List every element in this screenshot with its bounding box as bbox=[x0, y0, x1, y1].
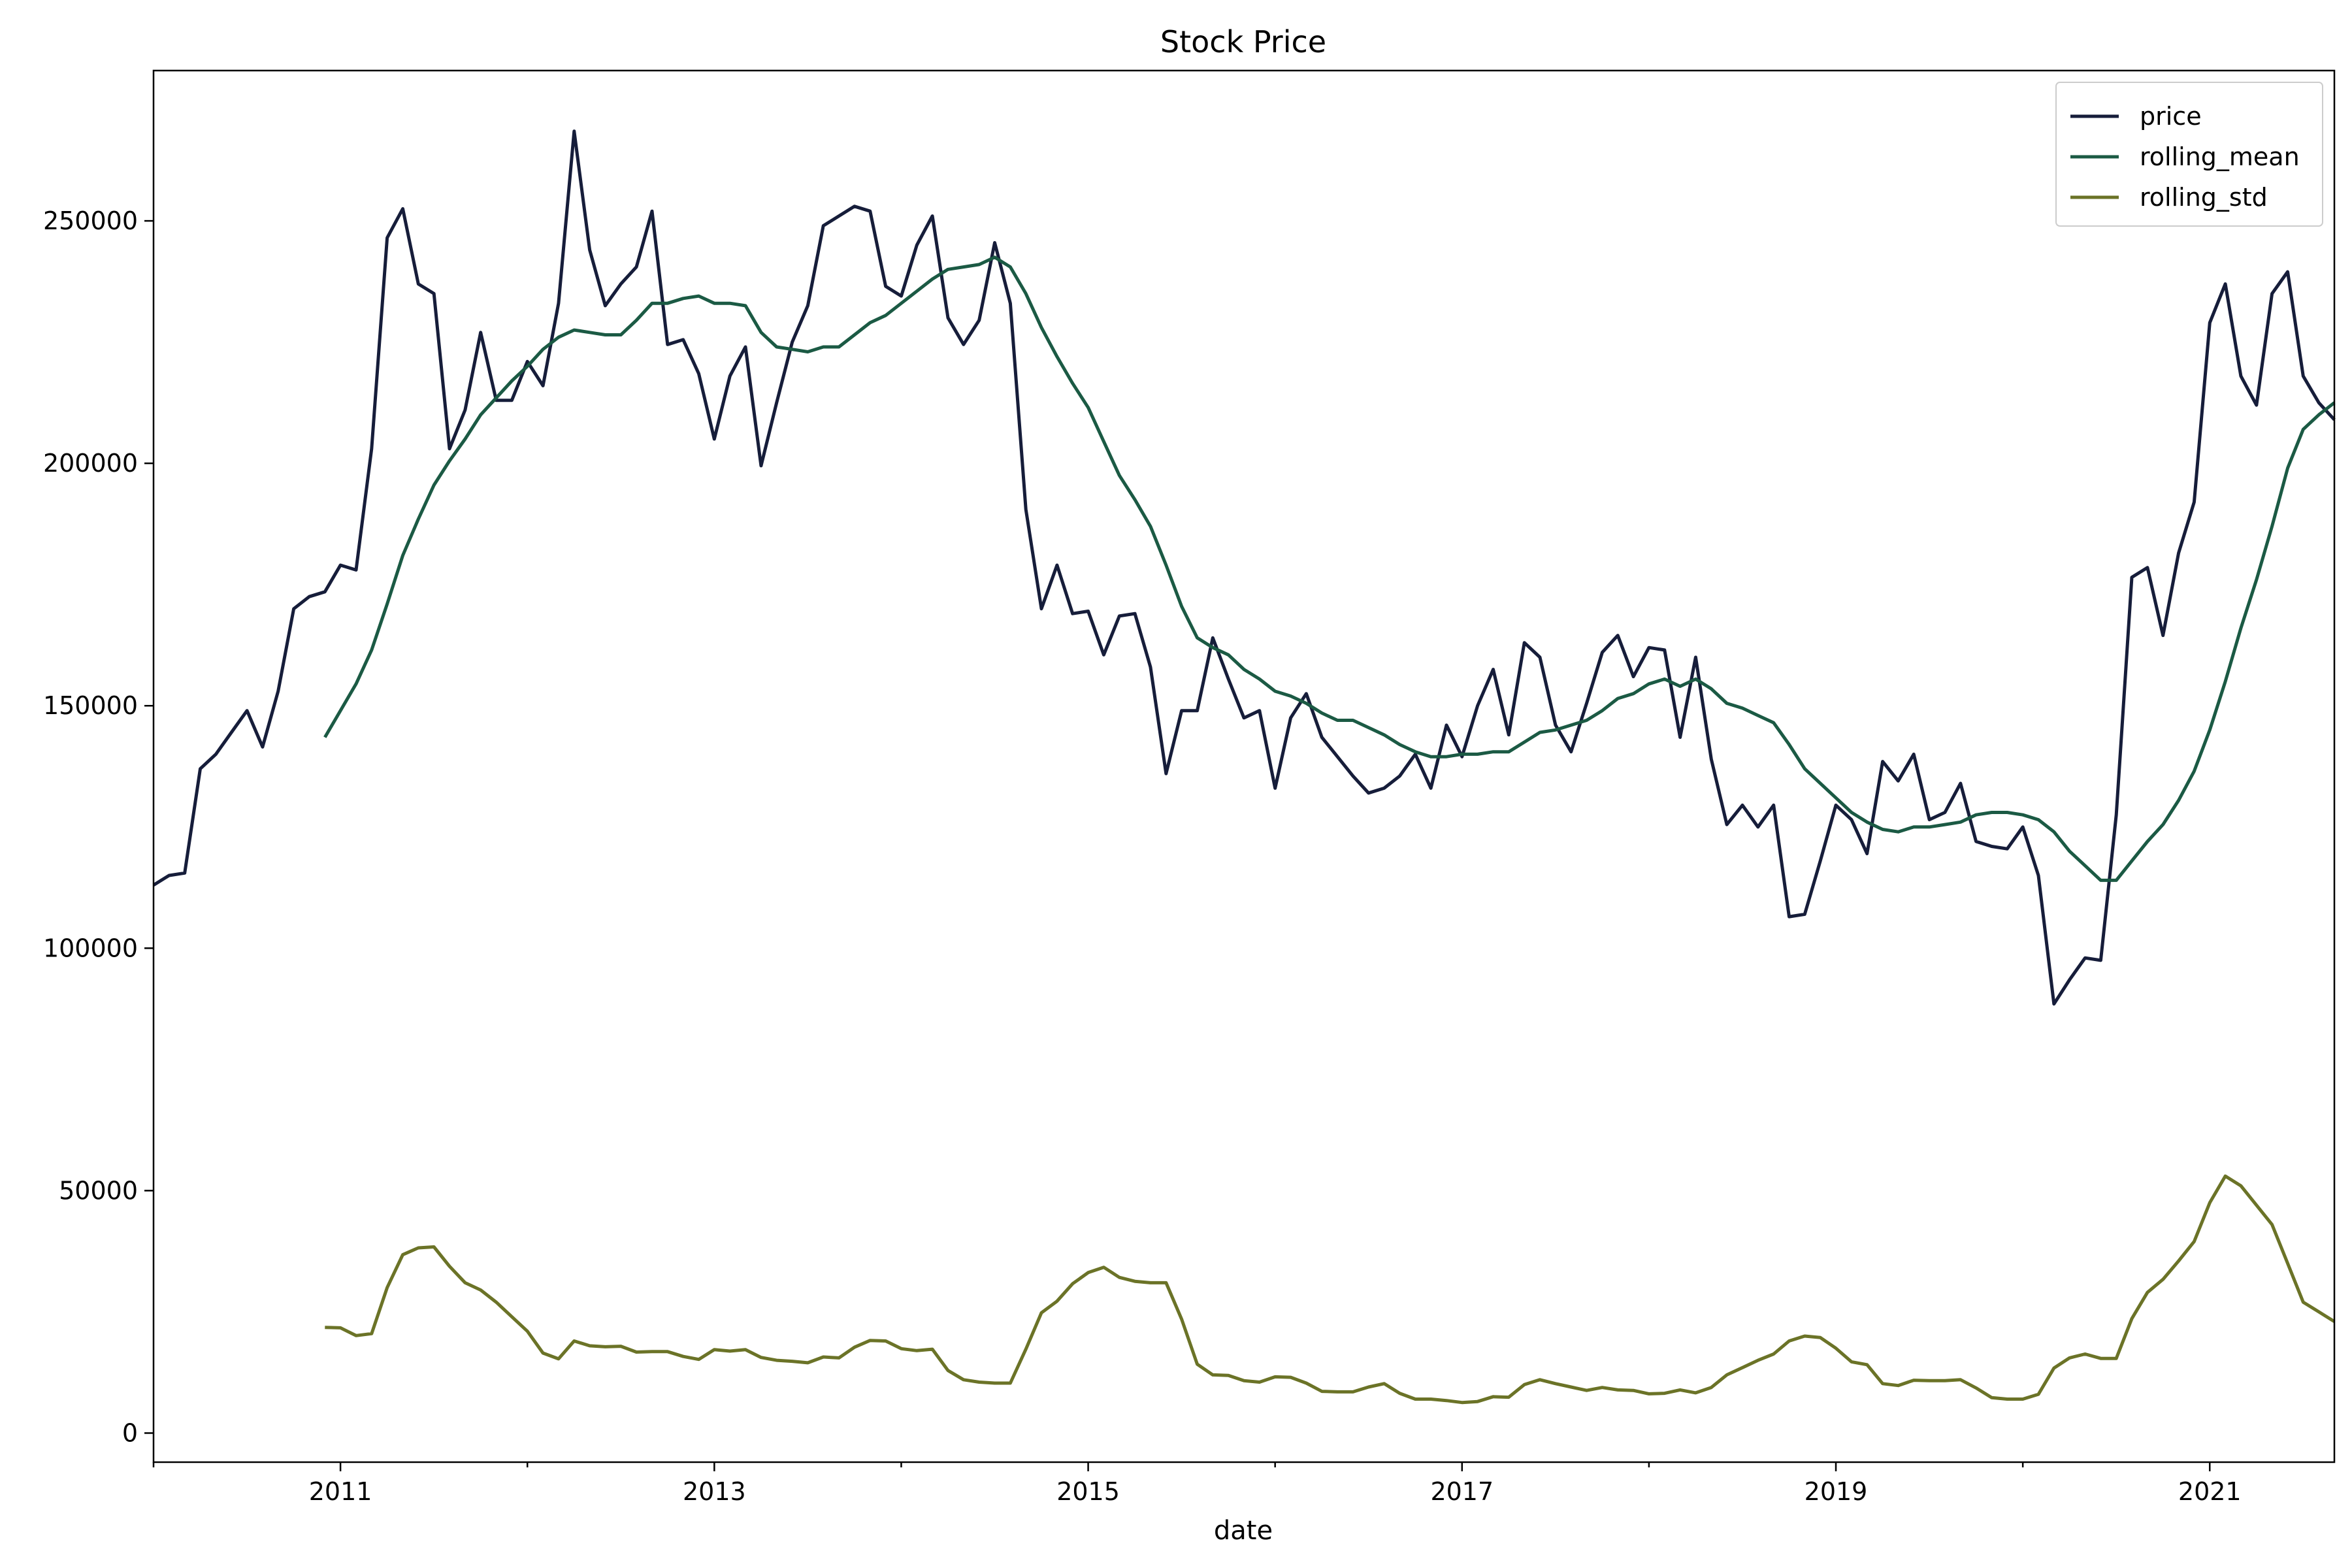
legend-label-price: price bbox=[2140, 102, 2202, 131]
legend-box bbox=[2055, 82, 2323, 227]
x-tick-label: 2015 bbox=[1056, 1477, 1120, 1506]
legend-label-rolling-std: rolling_std bbox=[2140, 183, 2268, 212]
series-line-rolling-mean bbox=[323, 255, 2336, 882]
plot-area bbox=[152, 129, 2336, 1405]
x-axis: 2011 2013 2015 2017 2019 2021 bbox=[152, 1462, 2242, 1506]
x-tick-label: 2011 bbox=[309, 1477, 372, 1506]
y-tick-label: 200000 bbox=[43, 449, 138, 478]
y-tick-label: 250000 bbox=[43, 206, 138, 235]
x-tick-label: 2019 bbox=[1805, 1477, 1868, 1506]
y-tick-label: 150000 bbox=[43, 691, 138, 720]
legend-label-rolling-mean: rolling_mean bbox=[2140, 142, 2300, 171]
y-tick-label: 50000 bbox=[59, 1176, 138, 1205]
x-tick-label: 2013 bbox=[683, 1477, 746, 1506]
plot-frame bbox=[152, 69, 2336, 1463]
series-line-rolling-std bbox=[325, 1174, 2336, 1405]
series-line-price bbox=[152, 129, 2336, 1006]
y-tick-label: 0 bbox=[122, 1418, 138, 1447]
legend: price rolling_mean rolling_std bbox=[2055, 82, 2323, 227]
x-tick-label: 2017 bbox=[1430, 1477, 1494, 1506]
x-tick-label: 2021 bbox=[2178, 1477, 2242, 1506]
y-tick-label: 100000 bbox=[43, 934, 138, 962]
chart-title: Stock Price bbox=[1160, 24, 1326, 59]
x-axis-label: date bbox=[1214, 1516, 1273, 1546]
y-axis: 0 50000 100000 150000 200000 250000 bbox=[43, 206, 154, 1447]
